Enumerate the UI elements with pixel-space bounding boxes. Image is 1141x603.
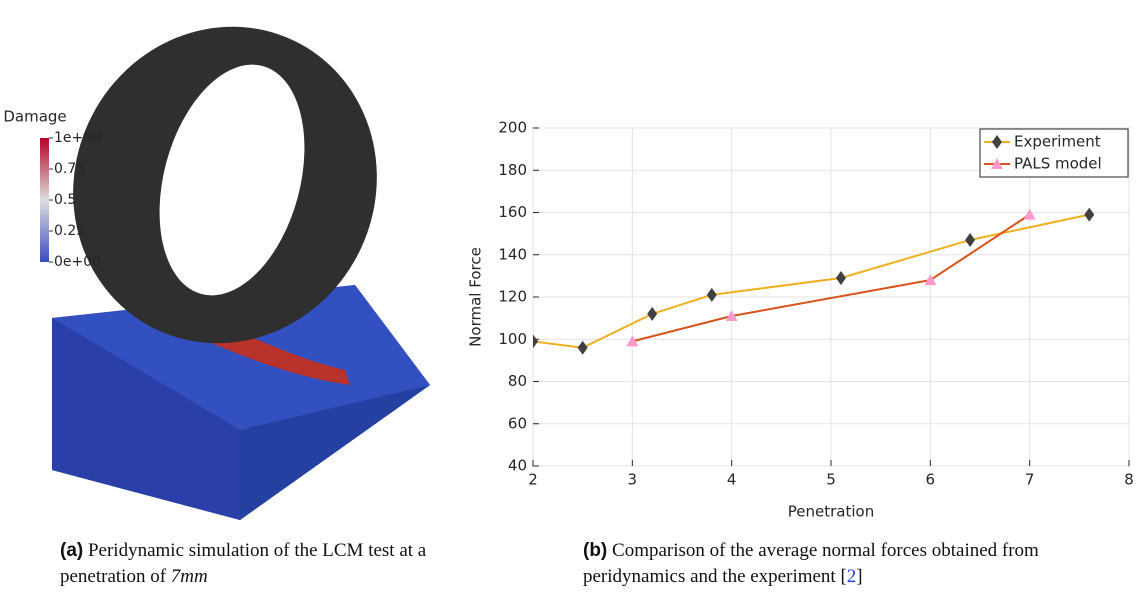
caption-text: ] [856,566,862,587]
x-tick-label: 8 [1124,471,1134,489]
caption-a: (a) Peridynamic simulation of the LCM te… [60,538,480,590]
page: Damage Penetration Normal Force 1e+00 0.7… [0,0,1141,603]
figure: Damage Penetration Normal Force 1e+00 0.7… [0,0,1141,530]
colorbar-tick-label: 0.25 [54,223,85,239]
y-tick-label: 60 [508,414,527,432]
caption-math: 7mm [171,566,208,587]
x-axis-label: Penetration [788,503,874,521]
caption-label: (a) [60,540,83,561]
colorbar-title: Damage [3,108,66,126]
colorbar-tick-label: 0.75 [54,161,85,177]
y-tick-label: 40 [508,457,527,475]
x-tick-label: 4 [727,471,737,489]
y-tick-label: 140 [498,245,527,263]
x-tick-label: 3 [628,471,638,489]
y-tick-label: 160 [498,203,527,221]
caption-b: (b) Comparison of the average normal for… [583,538,1133,590]
y-axis-label: Normal Force [467,247,485,347]
colorbar-tick-label: 0.5 [54,192,76,208]
x-tick-label: 2 [528,471,538,489]
y-tick-label: 200 [498,119,527,137]
x-tick-label: 7 [1025,471,1035,489]
legend-label: PALS model [1014,155,1102,173]
caption-label: (b) [583,540,607,561]
caption-text: Peridynamic simulation of the LCM test a… [60,540,426,587]
y-tick-label: 180 [498,161,527,179]
legend-label: Experiment [1014,133,1101,151]
colorbar-tick-label: 0e+00 [54,254,101,270]
colorbar-tick-label: 1e+00 [54,130,101,146]
x-tick-label: 6 [926,471,936,489]
y-tick-label: 80 [508,372,527,390]
citation[interactable]: 2 [847,566,857,587]
x-tick-label: 5 [826,471,836,489]
caption-text: Comparison of the average normal forces … [583,540,1039,587]
y-tick-label: 120 [498,288,527,306]
y-tick-label: 100 [498,330,527,348]
colorbar [40,138,49,262]
